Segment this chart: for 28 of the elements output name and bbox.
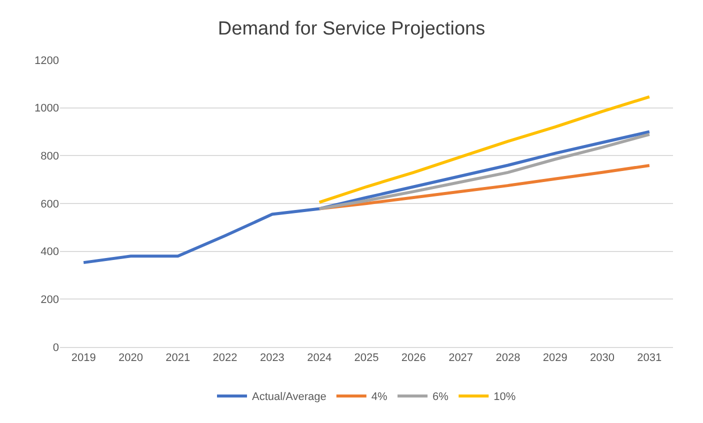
x-tick-label: 2029 xyxy=(542,352,568,364)
y-tick-label: 1200 xyxy=(34,54,59,67)
x-tick-label: 2019 xyxy=(71,352,96,364)
x-tick-label: 2021 xyxy=(166,352,190,364)
legend-label: 10% xyxy=(494,391,516,404)
line-series xyxy=(82,130,651,264)
y-tick-label: 800 xyxy=(40,150,59,163)
legend-label: Actual/Average xyxy=(252,391,326,404)
legend-label: 6% xyxy=(432,391,449,404)
legend-label: 4% xyxy=(371,391,388,404)
y-tick-label: 1000 xyxy=(34,102,59,115)
y-tick-label: 200 xyxy=(40,294,59,306)
x-tick-label: 2020 xyxy=(118,352,143,364)
line-series xyxy=(318,132,651,210)
y-tick-label: 600 xyxy=(40,198,59,210)
x-tick-label: 2030 xyxy=(590,352,615,364)
chart-title: Demand for Service Projections xyxy=(218,18,486,40)
x-tick-label: 2027 xyxy=(448,352,474,364)
line-series xyxy=(318,95,651,204)
x-tick-label: 2031 xyxy=(637,352,662,364)
x-tick-label: 2026 xyxy=(401,352,426,364)
x-tick-label: 2023 xyxy=(260,352,284,364)
x-tick-label: 2024 xyxy=(307,352,332,364)
x-tick-label: 2022 xyxy=(212,352,238,364)
y-tick-label: 0 xyxy=(52,342,59,354)
x-tick-label: 2025 xyxy=(354,352,379,364)
x-tick-label: 2028 xyxy=(496,352,520,364)
y-tick-label: 400 xyxy=(40,246,59,258)
